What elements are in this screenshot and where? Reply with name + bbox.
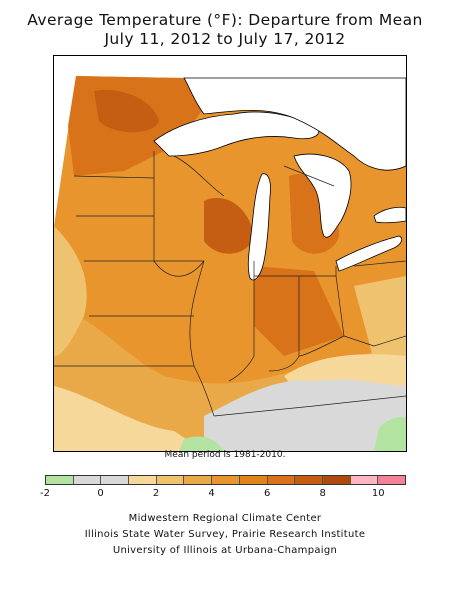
region-below-normal-east — [374, 417, 406, 451]
mean-period-note: Mean period is 1981-2010. — [164, 450, 286, 460]
map-canvas — [54, 56, 406, 451]
map-title: Average Temperature (°F): Departure from… — [27, 11, 423, 29]
legend-bin — [350, 476, 379, 484]
region-below-normal-south — [179, 436, 224, 451]
legend-bin — [378, 476, 405, 484]
region-near-normal — [204, 379, 406, 451]
legend-bin — [239, 476, 268, 484]
credit-line-3: University of Illinois at Urbana-Champai… — [112, 545, 338, 556]
legend-bin — [101, 476, 130, 484]
legend-tick-label: 10 — [371, 488, 385, 499]
temperature-departure-map — [53, 55, 407, 452]
legend-tick-label: 0 — [97, 488, 104, 499]
lake-ontario — [373, 206, 406, 224]
legend-bin — [46, 476, 74, 484]
credit-line-1: Midwestern Regional Climate Center — [128, 513, 322, 524]
legend-bin — [129, 476, 157, 484]
lake-erie — [335, 235, 403, 272]
legend-bin — [295, 476, 323, 484]
legend-bin — [73, 476, 102, 484]
legend-bin — [156, 476, 185, 484]
legend-bin — [212, 476, 240, 484]
legend-tick-label: 2 — [152, 488, 160, 499]
credit-line-2: Illinois State Water Survey, Prairie Res… — [84, 529, 366, 540]
legend-tick-label: 6 — [263, 488, 271, 499]
region-wi-dark — [204, 197, 254, 254]
region-mn-darkest — [94, 90, 159, 133]
state-boundaries — [54, 151, 406, 417]
legend-bin — [184, 476, 213, 484]
region-south-pale — [54, 386, 204, 451]
map-date-range: July 11, 2012 to July 17, 2012 — [104, 30, 346, 48]
legend-bin — [322, 476, 351, 484]
legend-tick-labels: -2 0 2 4 6 8 10 — [40, 488, 406, 502]
north-canada-region — [183, 77, 406, 171]
legend-tick-label: -2 — [40, 488, 50, 499]
region-west-light — [54, 226, 87, 356]
legend-tick-label: 8 — [319, 488, 326, 499]
legend-bin — [267, 476, 296, 484]
color-legend — [45, 475, 406, 485]
lake-superior — [153, 111, 320, 157]
legend-tick-label: 4 — [208, 488, 215, 499]
lake-huron — [293, 153, 352, 238]
